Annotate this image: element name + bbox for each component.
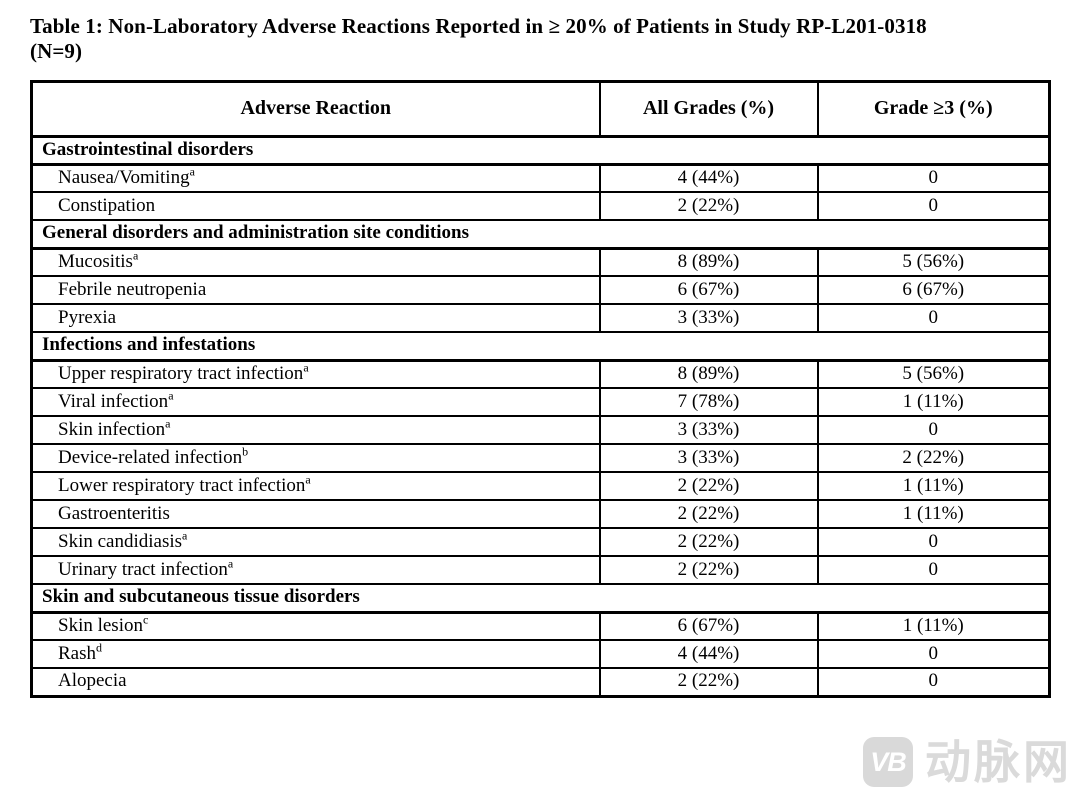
table-title: Table 1: Non-Laboratory Adverse Reaction… [30, 14, 1048, 64]
table-row: Nausea/Vomitinga 4 (44%) 0 [30, 163, 1051, 194]
adverse-reaction-name: Gastroenteritis [30, 499, 601, 530]
grade-3-value: 6 (67%) [816, 275, 1051, 306]
table-row: Skin lesionc 6 (67%) 1 (11%) [30, 611, 1051, 642]
all-grades-value: 8 (89%) [598, 247, 819, 278]
all-grades-value: 2 (22%) [598, 471, 819, 502]
table-row: Pyrexia 3 (33%) 0 [30, 303, 1051, 334]
adverse-reaction-name: Constipation [30, 191, 601, 222]
all-grades-value: 3 (33%) [598, 415, 819, 446]
grade-3-value: 0 [816, 527, 1051, 558]
table-row: Skin infectiona 3 (33%) 0 [30, 415, 1051, 446]
table-row: Febrile neutropenia 6 (67%) 6 (67%) [30, 275, 1051, 306]
section-header-row: Gastrointestinal disorders [30, 135, 1051, 166]
table-row: Viral infectiona 7 (78%) 1 (11%) [30, 387, 1051, 418]
section-header-label: Infections and infestations [30, 331, 1051, 362]
grade-3-value: 0 [816, 163, 1051, 194]
footnote-marker: a [132, 248, 139, 263]
section-header-label: General disorders and administration sit… [30, 219, 1051, 250]
footnote-marker: a [305, 472, 311, 487]
footnote-marker: b [242, 444, 249, 459]
adverse-reaction-name: Nausea/Vomitinga [30, 163, 601, 194]
footnote-marker: d [96, 640, 102, 655]
adverse-reaction-name: Upper respiratory tract infectiona [30, 359, 601, 390]
column-header-all-grades: All Grades (%) [598, 80, 819, 138]
all-grades-value: 3 (33%) [598, 443, 819, 474]
section-header-row: Infections and infestations [30, 331, 1051, 362]
footnote-marker: a [182, 528, 188, 543]
all-grades-value: 2 (22%) [598, 555, 819, 586]
adverse-reaction-name: Viral infectiona [30, 387, 601, 418]
grade-3-value: 1 (11%) [816, 387, 1051, 418]
grade-3-value: 1 (11%) [816, 611, 1051, 642]
all-grades-value: 3 (33%) [598, 303, 819, 334]
grade-3-value: 1 (11%) [816, 471, 1051, 502]
grade-3-value: 0 [816, 191, 1051, 222]
footnote-marker: a [303, 360, 309, 375]
all-grades-value: 2 (22%) [598, 499, 819, 530]
table-row: Constipation 2 (22%) 0 [30, 191, 1051, 222]
section-header-row: General disorders and administration sit… [30, 219, 1051, 250]
adverse-reaction-name: Skin candidiasisa [30, 527, 601, 558]
adverse-reaction-name: Skin infectiona [30, 415, 601, 446]
section-header-row: Skin and subcutaneous tissue disorders [30, 583, 1051, 614]
adverse-reaction-name: Rashd [30, 639, 601, 670]
all-grades-value: 8 (89%) [598, 359, 819, 390]
table-row: Gastroenteritis 2 (22%) 1 (11%) [30, 499, 1051, 530]
vb-logo-icon: VB [863, 737, 913, 787]
document-page: Table 1: Non-Laboratory Adverse Reaction… [30, 14, 1051, 698]
table-row: Mucositisa 8 (89%) 5 (56%) [30, 247, 1051, 278]
column-header-adverse-reaction: Adverse Reaction [30, 80, 601, 138]
adverse-reaction-name: Lower respiratory tract infectiona [30, 471, 601, 502]
footnote-marker: a [227, 556, 234, 571]
grade-3-value: 0 [816, 303, 1051, 334]
adverse-reaction-name: Device-related infectionb [30, 443, 601, 474]
grade-3-value: 0 [816, 639, 1051, 670]
footnote-marker: c [142, 612, 149, 627]
table-row: Lower respiratory tract infectiona 2 (22%… [30, 471, 1051, 502]
all-grades-value: 6 (67%) [598, 611, 819, 642]
table-row: Upper respiratory tract infectiona 8 (89%… [30, 359, 1051, 390]
column-header-grade-3: Grade ≥3 (%) [816, 80, 1051, 138]
watermark-brand-text: 动脉网 [925, 736, 1072, 788]
section-header-label: Gastrointestinal disorders [30, 135, 1051, 166]
all-grades-value: 2 (22%) [598, 667, 819, 698]
footnote-marker: a [165, 416, 171, 431]
table-title-line2: (N=9) [30, 38, 83, 63]
grade-3-value: 0 [816, 667, 1051, 698]
adverse-reaction-name: Urinary tract infectiona [30, 555, 601, 586]
table-row: Skin candidiasisa 2 (22%) 0 [30, 527, 1051, 558]
section-header-label: Skin and subcutaneous tissue disorders [30, 583, 1051, 614]
all-grades-value: 2 (22%) [598, 191, 819, 222]
adverse-reaction-name: Mucositisa [30, 247, 601, 278]
all-grades-value: 7 (78%) [598, 387, 819, 418]
table-row: Rashd 4 (44%) 0 [30, 639, 1051, 670]
all-grades-value: 6 (67%) [598, 275, 819, 306]
adverse-reaction-name: Skin lesionc [30, 611, 601, 642]
all-grades-value: 2 (22%) [598, 527, 819, 558]
grade-3-value: 1 (11%) [816, 499, 1051, 530]
adverse-reactions-table: Adverse Reaction All Grades (%) Grade ≥3… [30, 79, 1051, 698]
grade-3-value: 5 (56%) [816, 247, 1051, 278]
footnote-marker: a [168, 388, 174, 403]
table-row: Urinary tract infectiona 2 (22%) 0 [30, 555, 1051, 586]
grade-3-value: 0 [816, 415, 1051, 446]
table-row: Alopecia 2 (22%) 0 [30, 667, 1051, 698]
table-row: Device-related infectionb 3 (33%) 2 (22%) [30, 443, 1051, 474]
all-grades-value: 4 (44%) [598, 163, 819, 194]
table-title-line1: Table 1: Non-Laboratory Adverse Reaction… [30, 14, 927, 38]
table-header-row: Adverse Reaction All Grades (%) Grade ≥3… [30, 80, 1051, 138]
adverse-reaction-name: Alopecia [30, 667, 601, 698]
grade-3-value: 2 (22%) [816, 443, 1051, 474]
adverse-reaction-name: Pyrexia [30, 303, 601, 334]
footnote-marker: a [189, 164, 195, 179]
grade-3-value: 0 [816, 555, 1051, 586]
grade-3-value: 5 (56%) [816, 359, 1051, 390]
all-grades-value: 4 (44%) [598, 639, 819, 670]
watermark: VB 动脉网 [863, 737, 1072, 787]
adverse-reaction-name: Febrile neutropenia [30, 275, 601, 306]
